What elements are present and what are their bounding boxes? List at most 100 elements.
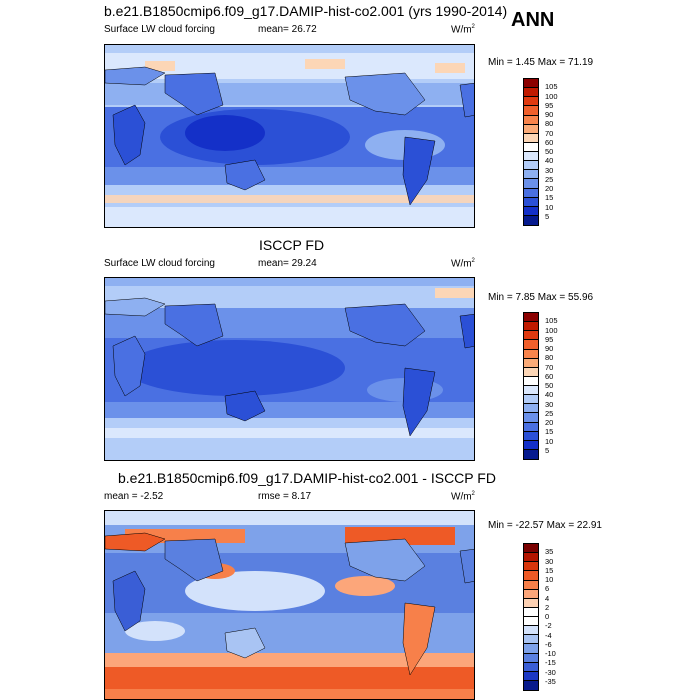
- colorbar-tick-label: 20: [545, 184, 554, 193]
- colorbar-segment: [524, 367, 538, 377]
- colorbar-tick-label: 25: [545, 174, 554, 184]
- colorbar-segment: [524, 662, 538, 672]
- colorbar-segment: [524, 340, 538, 350]
- colorbar-segment: [524, 404, 538, 414]
- colorbar-segment: [524, 598, 538, 608]
- colorbar-segment: [524, 440, 538, 450]
- colorbar-tick-label: 100: [545, 91, 558, 101]
- colorbar-tick-label: 80: [545, 353, 554, 363]
- panel2-minmax: Min = 7.85 Max = 55.96: [488, 292, 594, 303]
- colorbar-segment: [524, 413, 538, 423]
- colorbar-segment: [524, 544, 538, 554]
- colorbar-tick-label: 80: [545, 119, 554, 129]
- map-model-lwcf: [104, 44, 475, 228]
- panel2-units: W/m2: [451, 258, 475, 270]
- colorbar-segment: [524, 106, 538, 116]
- colorbar-panel2: [523, 312, 539, 460]
- colorbar-tick-label: -30: [545, 667, 556, 677]
- colorbar-tick-label: -15: [545, 658, 556, 668]
- colorbar-tick-label: 30: [545, 556, 554, 566]
- colorbar-segment: [524, 197, 538, 207]
- panel1-minmax: Min = 1.45 Max = 71.19: [488, 57, 594, 68]
- colorbar-segment: [524, 422, 538, 432]
- colorbar-segment: [524, 644, 538, 654]
- colorbar-segment: [524, 188, 538, 198]
- colorbar-segment: [524, 115, 538, 125]
- colorbar-segment: [524, 617, 538, 627]
- colorbar-tick-label: 60: [545, 137, 554, 147]
- colorbar-segment: [524, 395, 538, 405]
- colorbar-segment: [524, 553, 538, 563]
- panel3-rmse: rmse = 8.17: [258, 491, 312, 502]
- colorbar-tick-label: 5: [545, 445, 550, 455]
- colorbar-segment: [524, 376, 538, 386]
- colorbar-segment: [524, 161, 538, 171]
- colorbar-segment: [524, 626, 538, 636]
- colorbar-segment: [524, 331, 538, 341]
- map-difference-field: [105, 511, 474, 699]
- colorbar-segment: [524, 142, 538, 152]
- colorbar-tick-label: 70: [545, 128, 554, 138]
- colorbar-tick-label: 15: [545, 565, 554, 575]
- colorbar-segment: [524, 571, 538, 581]
- colorbar-segment: [524, 671, 538, 681]
- map-difference: [104, 510, 475, 700]
- colorbar-tick-label: 70: [545, 362, 554, 372]
- colorbar-segment: [524, 133, 538, 143]
- colorbar-tick-label: 2: [545, 602, 550, 612]
- colorbar-tick-label: 35: [545, 547, 554, 557]
- colorbar-tick-label: 50: [545, 381, 554, 390]
- panel1-units: W/m2: [451, 24, 475, 36]
- panel1-mean: mean= 26.72: [258, 24, 317, 35]
- colorbar-tick-label: 50: [545, 147, 554, 156]
- colorbar-segment: [524, 580, 538, 590]
- colorbar-segment: [524, 322, 538, 332]
- colorbar-segment: [524, 179, 538, 189]
- colorbar-segment: [524, 79, 538, 89]
- colorbar-tick-label: 90: [545, 110, 554, 119]
- colorbar-tick-label: 95: [545, 334, 554, 344]
- colorbar-segment: [524, 449, 538, 459]
- map-model-lwcf-field: [105, 45, 474, 227]
- panel3-units: W/m2: [451, 491, 475, 503]
- colorbar-tick-label: 15: [545, 427, 554, 437]
- colorbar-tick-label: 95: [545, 100, 554, 110]
- colorbar-segment: [524, 635, 538, 645]
- colorbar-tick-label: 10: [545, 436, 554, 446]
- colorbar-panel1: [523, 78, 539, 226]
- panel2-mean: mean= 29.24: [258, 258, 317, 269]
- colorbar-segment: [524, 589, 538, 599]
- colorbar-tick-label: 40: [545, 156, 554, 166]
- colorbar-tick-label: 4: [545, 593, 550, 603]
- model-title: b.e21.B1850cmip6.f09_g17.DAMIP-hist-co2.…: [104, 3, 508, 19]
- colorbar-tick-label: 20: [545, 418, 554, 427]
- colorbar-segment: [524, 124, 538, 134]
- colorbar-segment: [524, 680, 538, 690]
- panel2-title: ISCCP FD: [259, 237, 325, 253]
- colorbar-segment: [524, 97, 538, 107]
- colorbar-tick-label: -35: [545, 676, 556, 686]
- colorbar-tick-label: 105: [545, 316, 558, 326]
- map-isccp-lwcf: [104, 277, 475, 461]
- colorbar-segment: [524, 170, 538, 180]
- colorbar-segment: [524, 386, 538, 396]
- colorbar-tick-label: -2: [545, 621, 552, 631]
- colorbar-tick-label: 30: [545, 165, 554, 175]
- colorbar-tick-label: 10: [545, 202, 554, 212]
- colorbar-tick-label: 25: [545, 408, 554, 418]
- panel3-mean: mean = -2.52: [104, 491, 164, 502]
- colorbar-tick-label: 5: [545, 211, 550, 221]
- panel2-variable-label: Surface LW cloud forcing: [104, 258, 215, 269]
- colorbar-tick-label: 40: [545, 390, 554, 400]
- colorbar-tick-label: -6: [545, 639, 552, 649]
- colorbar-tick-label: -4: [545, 630, 552, 640]
- colorbar-segment: [524, 607, 538, 617]
- season-label: ANN: [511, 9, 555, 31]
- colorbar-segment: [524, 215, 538, 225]
- map-isccp-lwcf-field: [105, 278, 474, 460]
- panel3-title: b.e21.B1850cmip6.f09_g17.DAMIP-hist-co2.…: [118, 470, 496, 486]
- colorbar-segment: [524, 562, 538, 572]
- panel1-variable-label: Surface LW cloud forcing: [104, 24, 215, 35]
- colorbar-segment: [524, 358, 538, 368]
- panel3-minmax: Min = -22.57 Max = 22.91: [488, 520, 602, 531]
